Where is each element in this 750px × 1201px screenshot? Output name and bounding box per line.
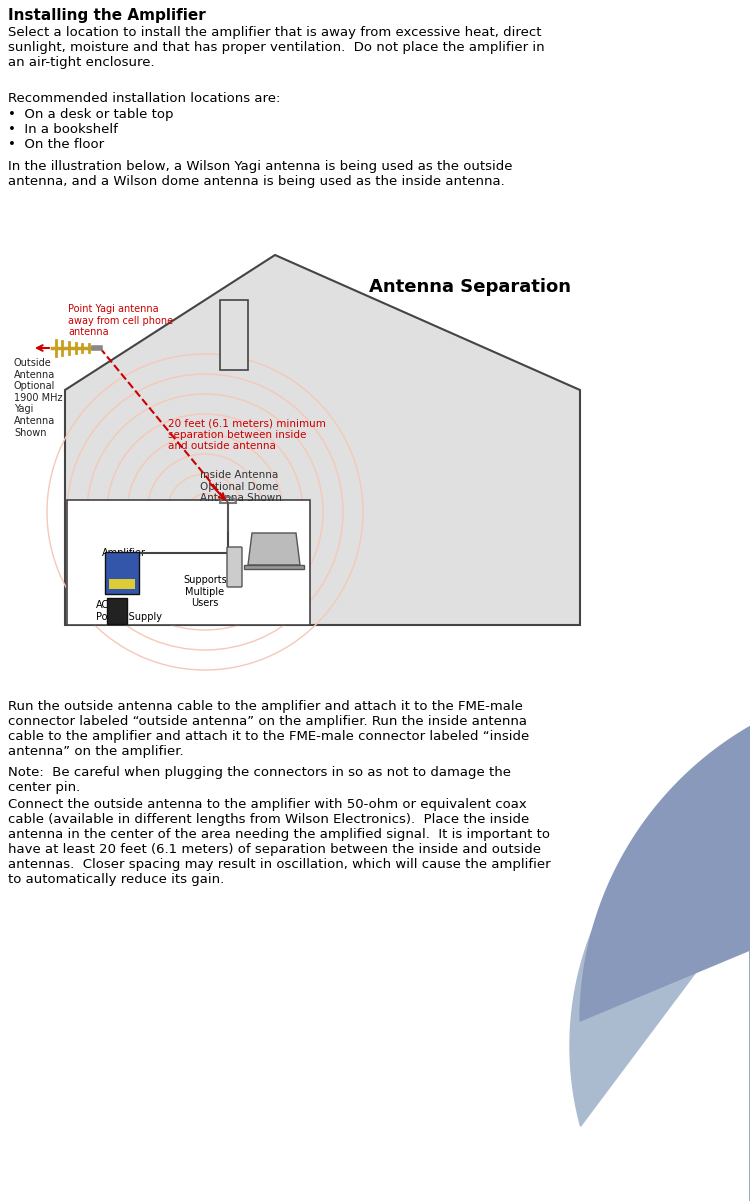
Text: Installing the Amplifier: Installing the Amplifier (8, 8, 206, 23)
Text: Amplifier: Amplifier (102, 548, 146, 558)
Text: Outside
Antenna
Optional
1900 MHz
Yagi
Antenna
Shown: Outside Antenna Optional 1900 MHz Yagi A… (14, 358, 62, 437)
Text: Note:  Be careful when plugging the connectors in so as not to damage the
center: Note: Be careful when plugging the conne… (8, 766, 511, 794)
FancyBboxPatch shape (107, 598, 127, 625)
Text: Run the outside antenna cable to the amplifier and attach it to the FME-male
con: Run the outside antenna cable to the amp… (8, 700, 530, 758)
Text: Supports
Multiple
Users: Supports Multiple Users (183, 575, 226, 608)
Polygon shape (570, 737, 750, 1201)
Text: Recommended installation locations are:: Recommended installation locations are: (8, 92, 280, 104)
Text: AC/DC
Power Supply: AC/DC Power Supply (96, 600, 162, 622)
FancyBboxPatch shape (227, 546, 242, 587)
Text: Select a location to install the amplifier that is away from excessive heat, dir: Select a location to install the amplifi… (8, 26, 544, 68)
Text: Point Yagi antenna
away from cell phone
antenna: Point Yagi antenna away from cell phone … (68, 304, 173, 337)
Polygon shape (67, 500, 310, 625)
Polygon shape (248, 533, 300, 564)
Text: 6: 6 (710, 1169, 726, 1188)
Text: 20 feet (6.1 meters) minimum
separation between inside
and outside antenna: 20 feet (6.1 meters) minimum separation … (168, 418, 326, 452)
Polygon shape (580, 686, 750, 1201)
Text: •  On the floor: • On the floor (8, 138, 104, 151)
Text: •  On a desk or table top: • On a desk or table top (8, 108, 173, 121)
Text: Connect the outside antenna to the amplifier with 50-ohm or equivalent coax
cabl: Connect the outside antenna to the ampli… (8, 797, 550, 886)
FancyBboxPatch shape (109, 579, 135, 588)
Text: Inside Antenna
Optional Dome
Antenna Shown: Inside Antenna Optional Dome Antenna Sho… (200, 470, 282, 503)
FancyBboxPatch shape (105, 552, 139, 594)
Text: In the illustration below, a Wilson Yagi antenna is being used as the outside
an: In the illustration below, a Wilson Yagi… (8, 160, 512, 189)
Polygon shape (220, 300, 248, 370)
Text: •  In a bookshelf: • In a bookshelf (8, 123, 118, 136)
Text: Antenna Separation: Antenna Separation (369, 277, 571, 295)
Polygon shape (65, 255, 580, 625)
Polygon shape (244, 564, 304, 569)
